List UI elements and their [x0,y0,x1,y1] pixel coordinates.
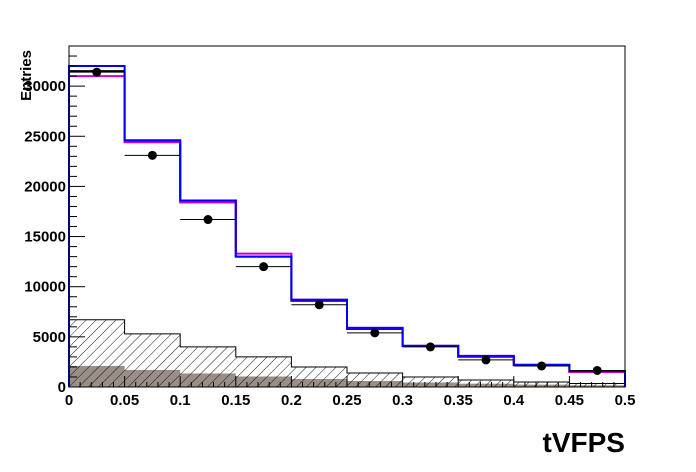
x-tick-label: 0.4 [503,392,525,409]
data-point [147,150,157,160]
data-point [537,361,547,371]
hatched-bar [402,376,459,387]
hatched-bar [513,381,570,387]
data-point [314,300,324,310]
y-tick-label: 20000 [24,178,66,195]
data-point [370,328,380,338]
data-point [425,342,435,352]
x-axis-title: tVFPS [543,427,625,458]
hatched-bar [69,319,125,387]
hatched-bar [291,366,347,387]
y-tick-label: 0 [58,379,66,396]
axes: 0 0.05 0.1 0.15 0.2 0.25 0.3 0.35 0.4 0.45 0.5 0 500… [24,45,636,409]
x-tick-label: 0.15 [221,392,250,409]
y-tick-label: 25000 [24,128,66,145]
hatched-bar [180,346,236,387]
y-tick-label: 10000 [24,279,66,296]
x-tick-label: 0.1 [170,392,191,409]
hatched-bar [124,333,181,387]
x-tick-label: 0.2 [281,392,302,409]
x-tick-label: 0.25 [332,392,361,409]
x-tick-label: 0.5 [615,392,636,409]
x-tick-label: 0.35 [444,392,473,409]
histogram-fills [69,319,625,387]
data-point [259,262,269,272]
data-point [481,355,491,365]
hatched-bar [458,379,514,387]
x-tick-label: 0.3 [392,392,413,409]
x-tick-label: 0 [65,392,73,409]
hatched-bar [569,383,625,387]
x-tick-label: 0.05 [110,392,139,409]
hatched-bar [347,372,403,387]
y-tick-label: 15000 [24,229,66,246]
data-point [92,67,102,77]
data-points [69,67,625,375]
data-point [203,215,213,225]
x-tick-label: 0.45 [555,392,584,409]
hatched-outline [68,319,626,387]
y-tick-label: 30000 [24,78,66,95]
hatched-bar [235,356,292,387]
y-tick-label: 5000 [33,329,66,346]
data-point [592,365,602,375]
y-axis-title: Entries [18,50,35,101]
